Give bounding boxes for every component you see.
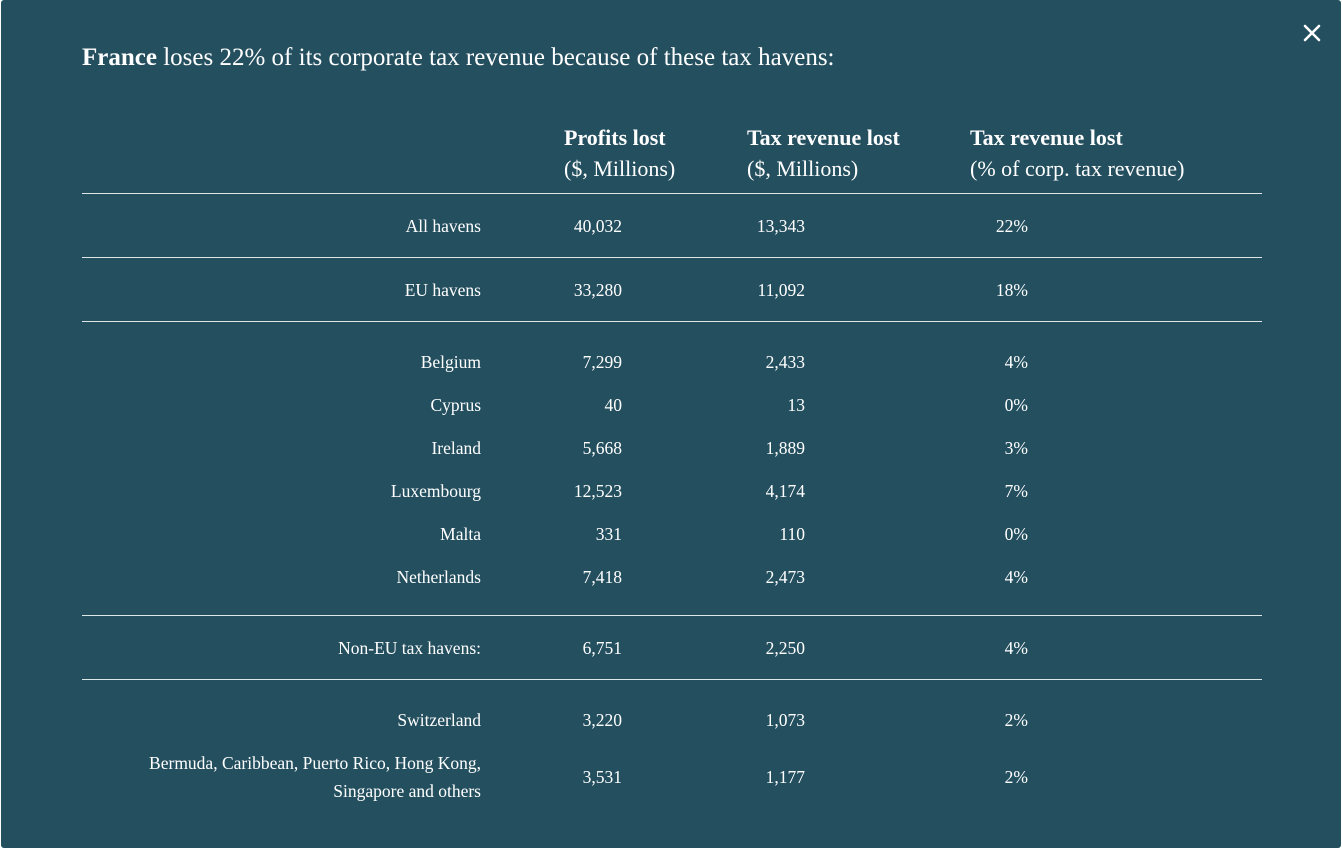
profits-lost-value: 40 [604, 395, 623, 415]
profits-lost-value: 3,220 [582, 710, 622, 730]
close-button[interactable] [1297, 18, 1327, 48]
tax-revenue-percent-value: 2% [1004, 710, 1028, 730]
table-divider [82, 321, 1262, 322]
row-label: Switzerland [397, 710, 481, 730]
column-header-subtitle: ($, Millions) [564, 156, 676, 181]
tax-revenue-percent-value: 22% [995, 216, 1028, 236]
tax-revenue-percent-value: 4% [1004, 638, 1028, 658]
column-header-subtitle: ($, Millions) [747, 156, 859, 181]
profits-lost-value: 33,280 [573, 280, 622, 300]
tax-revenue-lost-value: 2,433 [765, 352, 805, 372]
row-label-continued: Singapore and others [333, 781, 481, 801]
headline-country: France [82, 44, 157, 71]
row-label: Bermuda, Caribbean, Puerto Rico, Hong Ko… [149, 753, 481, 773]
tax-revenue-percent-value: 4% [1004, 352, 1028, 372]
row-label: Netherlands [396, 567, 481, 587]
tax-revenue-lost-value: 1,889 [765, 438, 805, 458]
headline-text: loses 22% of its corporate tax revenue b… [156, 44, 835, 71]
profits-lost-value: 5,668 [582, 438, 622, 458]
tax-revenue-lost-value: 13 [787, 395, 806, 415]
tax-revenue-lost-value: 1,177 [765, 767, 805, 787]
tax-revenue-percent-value: 4% [1004, 567, 1028, 587]
tax-revenue-percent-value: 0% [1004, 524, 1028, 544]
tax-revenue-lost-value: 2,473 [765, 567, 805, 587]
row-label: EU havens [404, 280, 481, 300]
table-divider [82, 257, 1262, 258]
column-header-profits: Profits lost ($, Millions) [564, 122, 675, 184]
tax-revenue-percent-value: 3% [1004, 438, 1028, 458]
tax-revenue-lost-value: 13,343 [756, 216, 805, 236]
row-label: Ireland [431, 438, 481, 458]
column-header-title: Tax revenue lost [970, 125, 1123, 150]
row-label: Non-EU tax havens: [338, 638, 481, 658]
tax-revenue-percent-value: 7% [1004, 481, 1028, 501]
close-icon [1303, 24, 1321, 42]
row-label: Belgium [420, 352, 481, 372]
tax-revenue-percent-value: 18% [995, 280, 1028, 300]
tax-revenue-lost-value: 110 [779, 524, 805, 544]
tax-revenue-percent-value: 0% [1004, 395, 1028, 415]
column-header-tax-percent: Tax revenue lost (% of corp. tax revenue… [970, 122, 1184, 184]
profits-lost-value: 6,751 [582, 638, 622, 658]
column-header-subtitle: (% of corp. tax revenue) [970, 156, 1185, 181]
row-label: Cyprus [430, 395, 481, 415]
row-label: Malta [440, 524, 481, 544]
column-header-tax-revenue: Tax revenue lost ($, Millions) [747, 122, 900, 184]
table-divider [82, 679, 1262, 680]
tax-revenue-lost-value: 1,073 [765, 710, 805, 730]
profits-lost-value: 12,523 [573, 481, 622, 501]
table-divider [82, 193, 1262, 194]
column-header-title: Tax revenue lost [747, 125, 900, 150]
tax-revenue-lost-value: 2,250 [765, 638, 805, 658]
table-divider [82, 615, 1262, 616]
profits-lost-value: 3,531 [582, 767, 622, 787]
modal-headline: France loses 22% of its corporate tax re… [82, 42, 835, 74]
tax-revenue-percent-value: 2% [1004, 767, 1028, 787]
column-header-title: Profits lost [564, 125, 666, 150]
profits-lost-value: 7,299 [582, 352, 622, 372]
profits-lost-value: 40,032 [573, 216, 622, 236]
tax-revenue-lost-value: 11,092 [757, 280, 805, 300]
profits-lost-value: 7,418 [582, 567, 622, 587]
tax-revenue-lost-value: 4,174 [765, 481, 805, 501]
row-label: All havens [405, 216, 481, 236]
profits-lost-value: 331 [595, 524, 622, 544]
row-label: Luxembourg [390, 481, 481, 501]
